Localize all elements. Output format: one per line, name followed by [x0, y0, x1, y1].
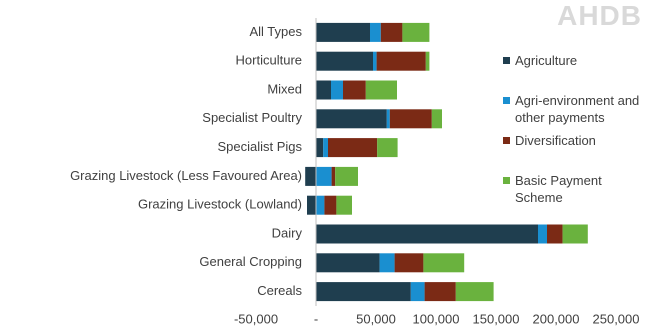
- legend-item: Agriculture: [503, 52, 648, 92]
- bar-segment: [336, 195, 352, 215]
- bar-segment: [365, 80, 397, 100]
- category-label: Grazing Livestock (Lowland): [138, 197, 302, 212]
- bar-segment: [538, 224, 547, 244]
- category-label: Specialist Pigs: [217, 139, 302, 154]
- bar-segment: [394, 253, 424, 273]
- category-label: All Types: [249, 24, 302, 39]
- x-tick-label: -50,000: [234, 311, 278, 326]
- legend-item: Diversification: [503, 132, 648, 172]
- bar-segment: [316, 166, 332, 186]
- legend-item: Agri-environment and other payments: [503, 92, 648, 132]
- bar-segment: [307, 195, 316, 215]
- bar-segment: [380, 22, 403, 42]
- legend-swatch: [503, 97, 510, 104]
- bar-segment: [324, 195, 337, 215]
- bar-segment: [343, 80, 366, 100]
- category-label: General Cropping: [199, 254, 302, 269]
- bar-segment: [323, 138, 328, 158]
- bar-segment: [335, 166, 358, 186]
- bar-segment: [377, 138, 398, 158]
- legend: Agriculture Agri-environment and other pa…: [503, 52, 648, 212]
- category-label: Specialist Poultry: [202, 110, 302, 125]
- bar-segment: [455, 282, 494, 302]
- bar-segment: [316, 195, 325, 215]
- legend-swatch: [503, 137, 510, 144]
- category-label: Horticulture: [236, 53, 302, 68]
- bar-segment: [562, 224, 588, 244]
- bar-segment: [316, 22, 370, 42]
- x-tick-label: 100,000: [413, 311, 460, 326]
- bar-segment: [379, 253, 395, 273]
- legend-item: Basic Payment Scheme: [503, 172, 648, 212]
- bar-segment: [431, 109, 442, 129]
- legend-label: Basic Payment Scheme: [515, 173, 602, 205]
- bar-segment: [331, 166, 336, 186]
- bar-segment: [386, 109, 390, 129]
- category-label: Dairy: [272, 225, 303, 240]
- bar-segment: [373, 51, 377, 71]
- bar-segment: [547, 224, 563, 244]
- legend-label: Diversification: [515, 133, 596, 148]
- bar-segment: [316, 224, 538, 244]
- bar-segment: [328, 138, 378, 158]
- bar-segment: [316, 109, 387, 129]
- bar-segment: [316, 80, 331, 100]
- bar-segment: [402, 22, 430, 42]
- legend-label: Agri-environment and other payments: [515, 93, 640, 125]
- logo: AHDB: [557, 0, 642, 31]
- bar-segment: [425, 51, 430, 71]
- legend-label: Agriculture: [515, 53, 578, 68]
- legend-swatch: [503, 177, 510, 184]
- legend-swatch: [503, 57, 510, 64]
- x-tick-label: 250,000: [593, 311, 640, 326]
- bar-segment: [331, 80, 343, 100]
- bar-segment: [423, 253, 465, 273]
- bar-segment: [410, 282, 425, 302]
- bar-segment: [316, 282, 411, 302]
- bar-segment: [376, 51, 426, 71]
- x-tick-label: 150,000: [473, 311, 520, 326]
- bar-segment: [389, 109, 432, 129]
- category-label: Mixed: [267, 81, 302, 96]
- x-tick-label: 50,000: [356, 311, 396, 326]
- bar-segment: [316, 253, 380, 273]
- bar-segment: [316, 138, 324, 158]
- x-tick-label: -: [314, 311, 318, 326]
- bar-segment: [305, 166, 316, 186]
- bar-segment: [370, 22, 381, 42]
- bar-segment: [424, 282, 456, 302]
- category-label: Cereals: [257, 283, 302, 298]
- bar-segment: [316, 51, 373, 71]
- x-tick-label: 200,000: [533, 311, 580, 326]
- category-label: Grazing Livestock (Less Favoured Area): [70, 168, 302, 183]
